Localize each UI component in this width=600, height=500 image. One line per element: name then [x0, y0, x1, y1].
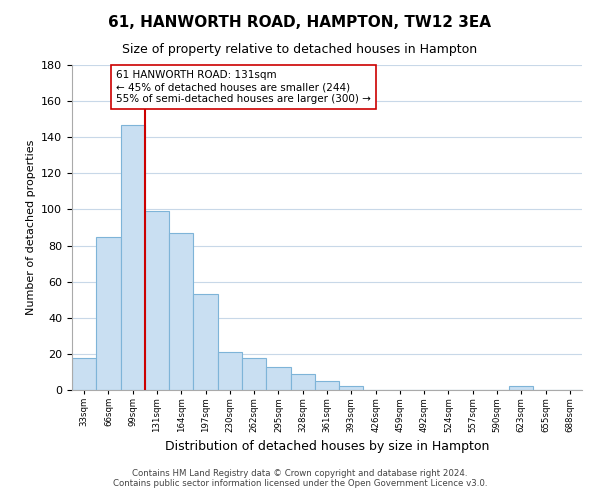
Bar — [96, 236, 121, 390]
Bar — [315, 381, 339, 390]
Bar — [72, 358, 96, 390]
Bar — [242, 358, 266, 390]
X-axis label: Distribution of detached houses by size in Hampton: Distribution of detached houses by size … — [165, 440, 489, 453]
Bar — [290, 374, 315, 390]
Bar — [145, 211, 169, 390]
Text: Contains HM Land Registry data © Crown copyright and database right 2024.: Contains HM Land Registry data © Crown c… — [132, 468, 468, 477]
Bar — [266, 366, 290, 390]
Text: Contains public sector information licensed under the Open Government Licence v3: Contains public sector information licen… — [113, 478, 487, 488]
Text: Size of property relative to detached houses in Hampton: Size of property relative to detached ho… — [122, 42, 478, 56]
Bar — [121, 124, 145, 390]
Bar — [218, 352, 242, 390]
Bar — [193, 294, 218, 390]
Text: 61 HANWORTH ROAD: 131sqm
← 45% of detached houses are smaller (244)
55% of semi-: 61 HANWORTH ROAD: 131sqm ← 45% of detach… — [116, 70, 371, 104]
Text: 61, HANWORTH ROAD, HAMPTON, TW12 3EA: 61, HANWORTH ROAD, HAMPTON, TW12 3EA — [109, 15, 491, 30]
Y-axis label: Number of detached properties: Number of detached properties — [26, 140, 35, 315]
Bar — [169, 233, 193, 390]
Bar — [509, 386, 533, 390]
Bar — [339, 386, 364, 390]
